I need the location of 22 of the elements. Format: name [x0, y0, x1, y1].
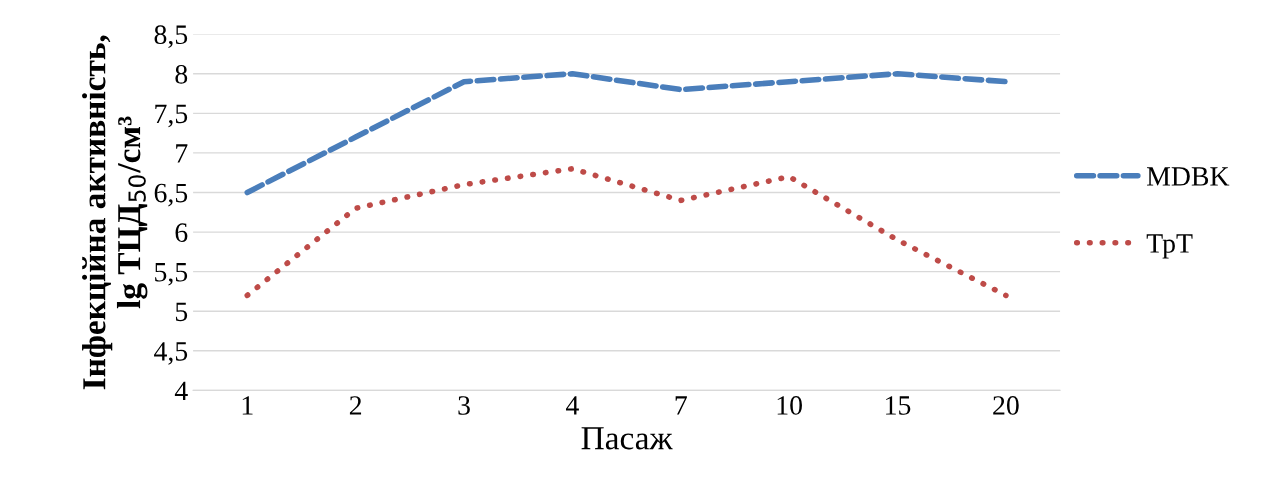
y-tick-label: 8: [175, 64, 188, 84]
y-tick-label: 6,5: [154, 183, 188, 207]
x-axis-title: Пасаж: [581, 427, 673, 450]
y-tick-label: 8,5: [154, 25, 188, 49]
x-tick-label: 1: [242, 396, 253, 415]
y-tick-label: 7: [176, 144, 188, 163]
y-tick-label: 6: [175, 223, 188, 242]
y-tick-label: 5: [175, 302, 188, 322]
y-tick-label: 4: [174, 381, 188, 401]
y-tick-label: 7,5: [155, 104, 188, 128]
legend-label: MDBK: [1146, 167, 1230, 186]
y-axis-title: Інфекційна активність, lg ТЦД$_{50}$/см³: [82, 35, 148, 390]
legend-label: ТрТ: [1146, 234, 1193, 259]
y-tick-label: 4,5: [154, 342, 188, 365]
x-tick-label: 20: [993, 396, 1019, 415]
x-tick-label: 10: [777, 396, 802, 415]
y-tick-label: 5,5: [155, 263, 188, 286]
x-tick-label: 4: [565, 396, 579, 415]
x-tick-label: 7: [675, 396, 687, 415]
x-tick-label: 2: [349, 396, 362, 415]
x-tick-label: 3: [458, 396, 470, 415]
x-tick-label: 15: [886, 396, 911, 415]
